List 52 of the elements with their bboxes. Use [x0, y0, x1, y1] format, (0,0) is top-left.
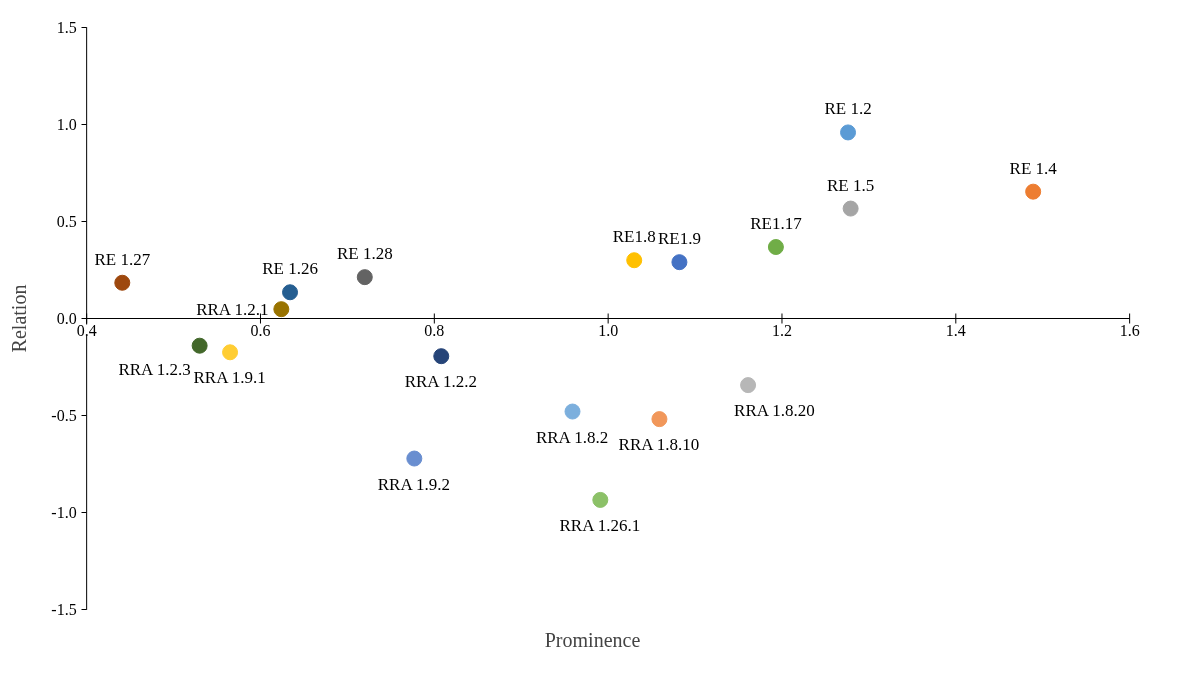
x-tick-label: 1.6	[1119, 321, 1140, 339]
series-label: RE 1.2	[824, 99, 872, 119]
point	[406, 450, 423, 467]
series-label: RE1.8	[612, 227, 656, 247]
x-tick-label: 0.8	[424, 321, 445, 339]
series-label: RE 1.5	[827, 175, 875, 195]
y-tick-label: -0.5	[51, 407, 77, 425]
point	[842, 200, 859, 217]
x-tick-label: 1.4	[945, 321, 966, 339]
series-label: RRA 1.8.20	[734, 401, 815, 421]
x-axis-title: Prominence	[544, 628, 641, 651]
series-label: RRA 1.9.1	[193, 368, 266, 388]
point	[282, 284, 299, 301]
series-label: RRA 1.2.3	[118, 359, 191, 379]
point	[114, 274, 131, 291]
x-tick-label: 1.2	[771, 321, 792, 339]
series-label: RE 1.28	[336, 244, 393, 264]
y-tick-label: 0.0	[56, 310, 77, 327]
series-label: RRA 1.8.10	[618, 435, 700, 455]
series-label: RRA 1.8.2	[535, 427, 609, 447]
y-tick-label: 1.0	[56, 115, 77, 133]
point	[222, 344, 239, 361]
series-label: RE 1.4	[1009, 158, 1058, 178]
point	[671, 254, 688, 271]
x-tick-label: 0.6	[250, 321, 271, 339]
series-label: RRA 1.9.2	[377, 474, 450, 494]
y-tick-label: -1.0	[51, 504, 77, 522]
point	[626, 252, 643, 269]
point	[356, 269, 373, 286]
series-label: RE 1.26	[262, 259, 318, 279]
point	[767, 239, 784, 256]
point	[564, 403, 581, 420]
point	[1025, 183, 1042, 200]
y-tick-label: 0.5	[56, 212, 77, 230]
series-label: RE1.17	[750, 214, 803, 234]
point	[651, 411, 668, 428]
series-label: RRA 1.2.1	[196, 299, 269, 319]
point	[740, 377, 757, 394]
y-tick-label: -1.5	[51, 601, 77, 619]
series-label: RRA 1.2.2	[404, 372, 477, 392]
series-label: RE 1.27	[94, 249, 151, 269]
series-label: RRA 1.26.1	[559, 515, 641, 535]
x-tick-label: 0.4	[76, 321, 97, 339]
point	[840, 124, 857, 141]
point	[273, 301, 290, 318]
x-tick-label: 1.0	[598, 321, 619, 339]
point	[191, 337, 208, 354]
y-axis-title: Relation	[7, 284, 30, 353]
y-tick-label: 1.5	[56, 18, 77, 36]
point	[433, 348, 450, 365]
point	[592, 491, 609, 508]
series-label: RE1.9	[657, 229, 701, 249]
